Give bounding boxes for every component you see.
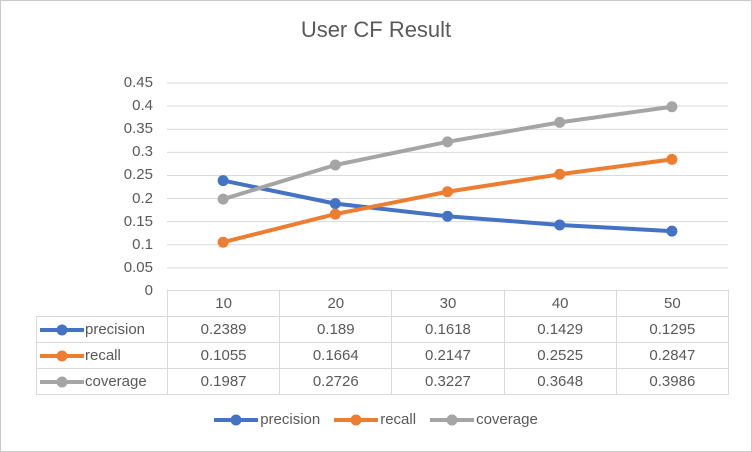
legend: precision recall coverage — [1, 411, 751, 428]
col-header-cell: 50 — [615, 290, 730, 317]
y-tick-label: 0.2 — [132, 189, 153, 207]
legend-label: precision — [260, 411, 321, 428]
series-label: recall — [85, 347, 121, 364]
col-header-cell: 40 — [503, 290, 617, 317]
data-table: 10 20 30 40 50 precision 0.2389 0.189 0.… — [36, 290, 730, 395]
series-name-cell: precision — [36, 316, 168, 343]
data-point-coverage-20 — [329, 159, 341, 171]
series-line-recall — [221, 157, 674, 245]
data-point-precision-50 — [666, 225, 678, 237]
y-tick-label: 0.45 — [123, 74, 153, 91]
chart-title: User CF Result — [300, 17, 452, 42]
series-label: precision — [85, 321, 146, 338]
data-point-recall-30 — [442, 186, 453, 198]
legend-key-icon — [334, 414, 379, 425]
value-cell: 0.2847 — [615, 342, 730, 369]
value-cell: 0.189 — [279, 316, 393, 343]
value-cell: 0.1618 — [391, 316, 505, 343]
y-tick-label: 0.15 — [123, 212, 153, 230]
value-cell: 0.1295 — [615, 316, 730, 343]
series-label: coverage — [85, 373, 147, 390]
table-row-coverage: coverage 0.1987 0.2726 0.3227 0.3648 0.3… — [36, 368, 730, 395]
data-point-recall-20 — [329, 208, 341, 220]
legend-key-icon — [214, 414, 259, 425]
value-cell: 0.1987 — [166, 368, 281, 395]
legend-key-icon — [40, 324, 84, 335]
legend-key-icon — [40, 376, 84, 387]
table-row-recall: recall 0.1055 0.1664 0.2147 0.2525 0.284… — [36, 342, 730, 369]
table-header-row: 10 20 30 40 50 — [37, 290, 730, 317]
value-cell: 0.1429 — [503, 316, 617, 343]
plot-svg — [167, 82, 728, 269]
legend-key-icon — [40, 350, 84, 361]
y-tick-label: 0.1 — [132, 235, 153, 253]
data-point-precision-20 — [329, 198, 341, 210]
col-header-cell: 20 — [279, 290, 393, 317]
data-point-precision-30 — [442, 210, 453, 222]
y-tick-label: 0.3 — [132, 143, 153, 161]
series-name-cell: coverage — [36, 368, 168, 395]
data-point-coverage-10 — [217, 193, 229, 205]
data-point-precision-40 — [554, 219, 566, 231]
data-point-recall-40 — [554, 168, 566, 180]
table-corner-cell — [37, 291, 168, 317]
series-line-precision — [221, 178, 674, 234]
value-cell: 0.3648 — [503, 368, 617, 395]
legend-item-precision: precision — [214, 411, 320, 428]
value-cell: 0.1055 — [166, 342, 281, 369]
y-tick-label: 0.35 — [123, 120, 153, 138]
legend-item-coverage: coverage — [430, 411, 538, 428]
col-header-cell: 10 — [166, 290, 281, 317]
value-cell: 0.3986 — [615, 368, 730, 395]
data-point-coverage-50 — [666, 101, 678, 113]
y-tick-label: 0.4 — [132, 97, 153, 115]
data-point-coverage-40 — [554, 116, 566, 128]
data-point-precision-10 — [217, 175, 229, 187]
series-name-cell: recall — [36, 342, 168, 369]
value-cell: 0.2389 — [166, 316, 281, 343]
value-cell: 0.3227 — [391, 368, 505, 395]
table-row-precision: precision 0.2389 0.189 0.1618 0.1429 0.1… — [36, 316, 730, 343]
value-cell: 0.2147 — [391, 342, 505, 369]
col-header-cell: 30 — [391, 290, 505, 317]
series-line-coverage — [221, 104, 674, 202]
y-tick-label: 0.25 — [123, 166, 153, 184]
value-cell: 0.2726 — [279, 368, 393, 395]
data-point-recall-50 — [666, 153, 678, 165]
data-point-recall-10 — [217, 236, 229, 248]
y-tick-label: 0.05 — [123, 258, 153, 276]
value-cell: 0.1664 — [279, 342, 393, 369]
value-cell: 0.2525 — [503, 342, 617, 369]
legend-item-recall: recall — [334, 411, 416, 428]
legend-key-icon — [430, 414, 475, 425]
legend-label: recall — [380, 411, 417, 428]
data-point-coverage-30 — [442, 136, 453, 148]
legend-label: coverage — [476, 411, 538, 428]
